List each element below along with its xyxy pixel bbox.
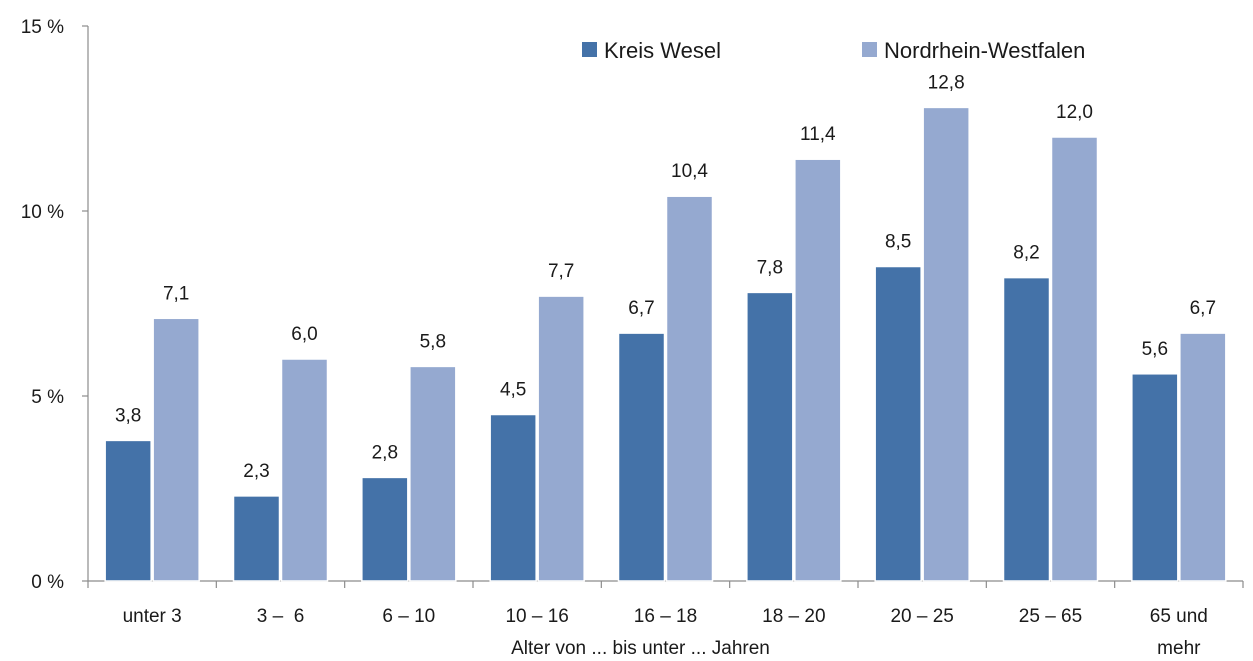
data-label: 10,4 bbox=[671, 161, 708, 182]
bar bbox=[922, 106, 970, 582]
bars bbox=[104, 106, 1227, 582]
bar bbox=[794, 158, 842, 582]
y-axis: 0 % 5 % 10 % 15 % bbox=[21, 17, 89, 593]
data-label: 6,7 bbox=[628, 298, 654, 319]
category-label: 20 – 25 bbox=[890, 606, 953, 627]
data-label: 7,8 bbox=[757, 257, 783, 278]
bar bbox=[1050, 136, 1099, 582]
bar bbox=[746, 291, 794, 582]
bar bbox=[104, 439, 152, 582]
category-label: 18 – 20 bbox=[762, 606, 825, 627]
bar bbox=[617, 332, 666, 582]
bar bbox=[280, 358, 329, 582]
data-label: 2,8 bbox=[372, 442, 398, 463]
data-label: 5,6 bbox=[1142, 339, 1168, 360]
data-label: 7,7 bbox=[548, 261, 574, 282]
legend-label: Nordrhein-Westfalen bbox=[884, 38, 1085, 63]
data-label: 12,0 bbox=[1056, 102, 1093, 123]
bar bbox=[361, 476, 409, 582]
legend: Kreis Wesel Nordrhein-Westfalen bbox=[582, 38, 1085, 63]
legend-swatch bbox=[582, 42, 597, 57]
category-label: 25 – 65 bbox=[1019, 606, 1082, 627]
bar bbox=[489, 413, 537, 582]
data-label: 11,4 bbox=[800, 124, 836, 145]
legend-swatch bbox=[862, 42, 877, 57]
bar bbox=[232, 495, 281, 582]
data-labels: 3,8 7,1 2,3 6,0 2,8 5,8 4,5 7,7 6,7 10,4 7,8 11,4 8,… bbox=[115, 72, 1216, 482]
y-tick-label: 5 % bbox=[31, 387, 64, 408]
bar bbox=[1131, 373, 1179, 582]
data-label: 3,8 bbox=[115, 405, 141, 426]
legend-label: Kreis Wesel bbox=[604, 38, 721, 63]
category-label: 6 – 10 bbox=[382, 606, 435, 627]
bar bbox=[665, 195, 714, 582]
bar bbox=[1002, 276, 1051, 582]
category-label: 3 – 6 bbox=[257, 606, 305, 627]
data-label: 6,0 bbox=[291, 324, 317, 345]
data-label: 6,7 bbox=[1190, 298, 1216, 319]
bar bbox=[537, 295, 585, 582]
y-tick-label: 10 % bbox=[21, 202, 64, 223]
data-label: 5,8 bbox=[420, 331, 446, 352]
bar bbox=[874, 265, 922, 582]
bar bbox=[1179, 332, 1227, 582]
bar bbox=[409, 365, 457, 582]
x-axis-title: Alter von ... bis unter ... Jahren bbox=[511, 638, 770, 659]
data-label: 8,5 bbox=[885, 232, 911, 253]
y-tick-label: 15 % bbox=[21, 17, 64, 38]
data-label: 2,3 bbox=[243, 461, 269, 482]
category-label: 10 – 16 bbox=[505, 606, 568, 627]
category-label: unter 3 bbox=[123, 606, 182, 627]
x-axis bbox=[87, 580, 1244, 588]
category-label: 65 und mehr bbox=[1150, 606, 1208, 659]
data-label: 7,1 bbox=[163, 283, 189, 304]
data-label: 12,8 bbox=[928, 72, 965, 93]
data-label: 4,5 bbox=[500, 380, 526, 401]
category-labels: unter 3 3 – 6 6 – 10 10 – 16 16 – 18 18 – 20 2… bbox=[123, 606, 1208, 659]
category-label: 16 – 18 bbox=[634, 606, 697, 627]
y-tick-label: 0 % bbox=[31, 572, 64, 593]
bar bbox=[152, 317, 200, 582]
data-label: 8,2 bbox=[1013, 243, 1039, 264]
